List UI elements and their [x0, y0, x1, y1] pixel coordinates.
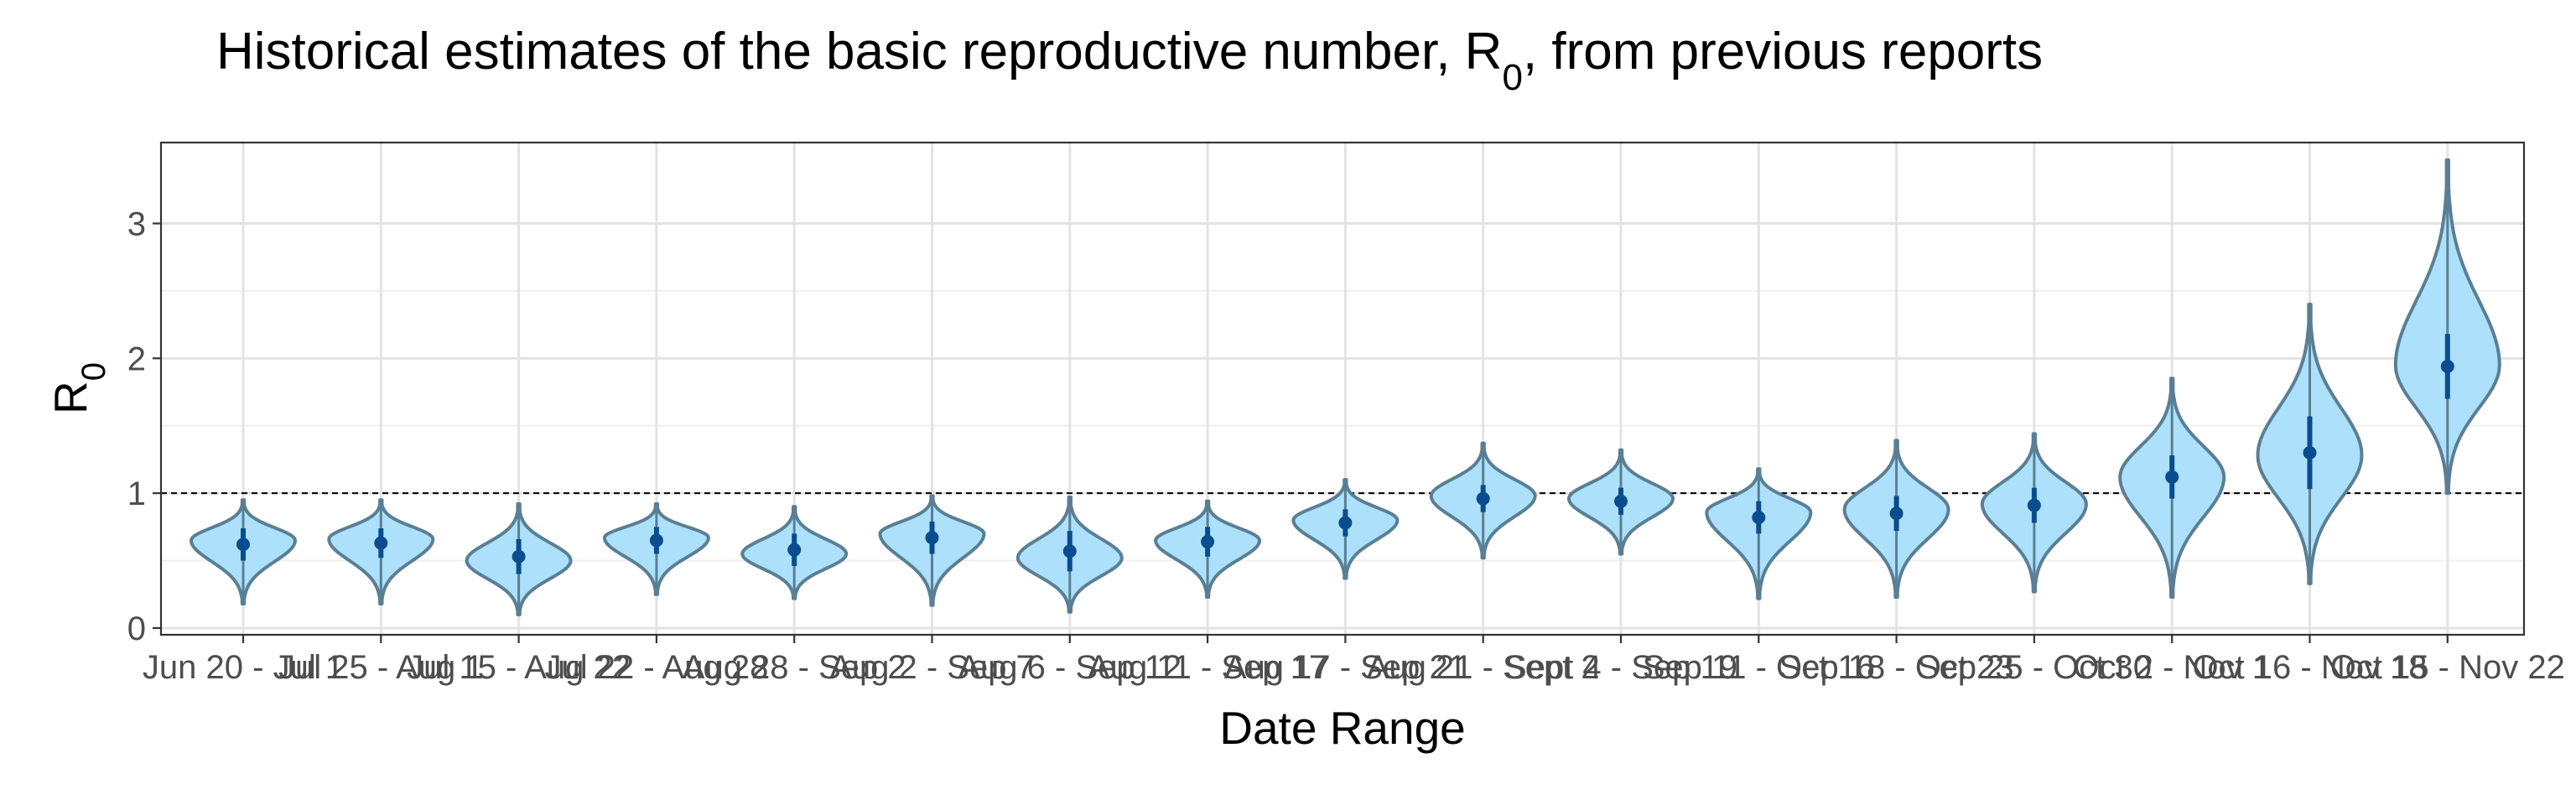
x-tick-label: Oct 15 - Nov 22 [2330, 649, 2565, 686]
chart-title-suffix: , from previous reports [1523, 23, 2043, 80]
x-tick-label: Sept 4 - Sep 19 [1504, 649, 1737, 686]
mean-point [1201, 535, 1215, 549]
x-tick-label: Aug 28 - Sep 2 [683, 649, 906, 686]
mean-point [925, 531, 939, 545]
mean-point [787, 543, 802, 557]
y-axis-title: R0 [44, 362, 112, 414]
chart-title: Historical estimates of the basic reprod… [216, 23, 2043, 98]
chart-title-subscript: 0 [1502, 57, 1522, 98]
x-tick-label: Jul 22 - Aug 28 [544, 649, 768, 686]
y-tick-label: 2 [127, 340, 146, 377]
plot-panel-border [159, 141, 2526, 636]
x-tick-label: Aug 21 - Sept 2 [1367, 649, 1600, 686]
x-tick-label: Sep 25 - Oct 30 [1917, 649, 2152, 686]
mean-point [2027, 498, 2041, 512]
mean-point [2303, 445, 2317, 460]
x-tick-label: Sep 18 - Oct 23 [1779, 649, 2014, 686]
chart-title-prefix: Historical estimates of the basic reprod… [216, 23, 1502, 80]
mean-point [374, 536, 388, 550]
x-tick-label: Aug 2 - Sep 7 [829, 649, 1035, 686]
x-tick-label: Oct 2 - Nov 1 [2073, 649, 2271, 686]
mean-point [2165, 470, 2179, 484]
y-axis-title-main: R [44, 381, 96, 414]
x-tick-label: Jul 25 - Aug 1 [278, 649, 484, 686]
x-tick-label: Oct 16 - Nov 18 [2192, 649, 2427, 686]
mean-point [1062, 544, 1077, 558]
x-tick-label: Aug 6 - Sep 12 [958, 649, 1182, 686]
mean-point [236, 538, 250, 552]
x-tick-label: Sep 11 - Oct 16 [1643, 649, 1875, 686]
x-tick-label: Aug 11 - Sep 17 [1088, 649, 1327, 686]
mean-point [649, 533, 663, 548]
mean-point [1476, 491, 1490, 506]
mean-point [2440, 359, 2454, 373]
x-tick-label: Jul 15 - Aug 22 [407, 649, 631, 686]
x-axis-title: Date Range [1219, 702, 1466, 754]
y-tick-label: 1 [127, 475, 146, 512]
y-axis-ticks: 0 1 2 3 [127, 205, 161, 647]
y-tick-label: 3 [127, 205, 146, 242]
mean-point [512, 549, 526, 564]
mean-point [1338, 516, 1353, 530]
mean-point [1614, 494, 1628, 508]
mean-point [1752, 511, 1766, 525]
x-tick-label: Jun 20 - Jul 1 [143, 649, 344, 686]
mean-point [1889, 506, 1903, 521]
y-axis-title-subscript: 0 [75, 362, 112, 381]
x-tick-label: Aug 17 - Sep 21 [1224, 649, 1467, 686]
violins [190, 158, 2501, 616]
y-tick-label: 0 [127, 610, 146, 647]
